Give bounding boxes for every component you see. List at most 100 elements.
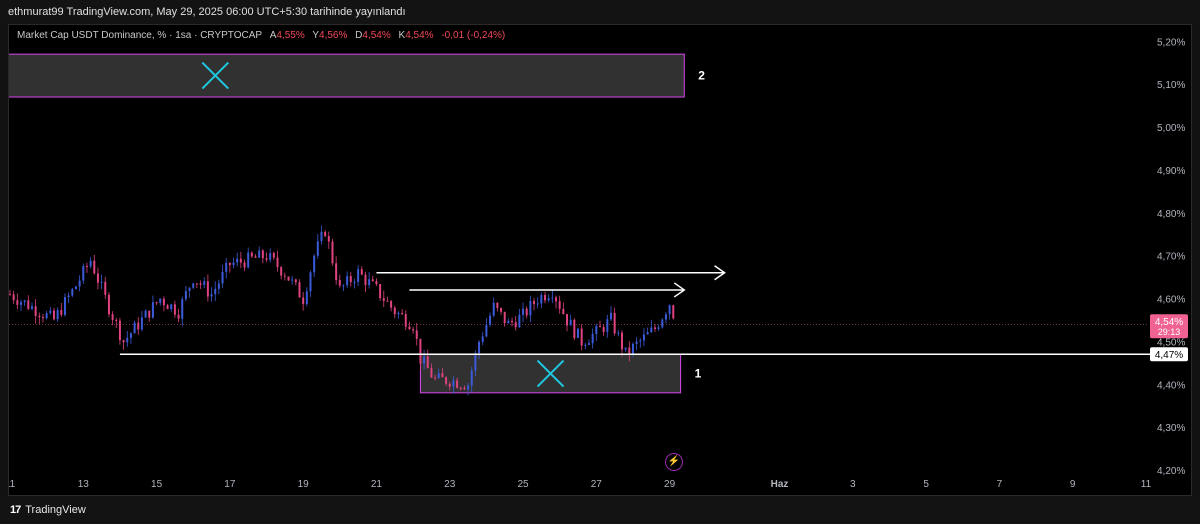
candle xyxy=(470,370,473,386)
candle xyxy=(397,312,400,315)
current-price-text: 4,54% xyxy=(1155,317,1183,328)
y-tick-label: 5,20% xyxy=(1157,37,1185,48)
candle xyxy=(327,236,330,242)
candle xyxy=(181,299,184,319)
legend-symbol: Market Cap USDT Dominance, % · 1sa · CRY… xyxy=(17,30,262,41)
arrow-head xyxy=(714,265,726,281)
candle xyxy=(349,276,352,283)
candle xyxy=(584,344,587,346)
candle xyxy=(430,368,433,378)
candle xyxy=(536,303,539,305)
candle xyxy=(415,330,418,339)
candle xyxy=(646,332,649,335)
candle xyxy=(503,311,506,324)
candle xyxy=(360,269,363,275)
candle xyxy=(507,320,510,324)
candle xyxy=(478,341,481,354)
candle xyxy=(452,380,455,387)
candle xyxy=(74,286,77,290)
candle xyxy=(71,289,74,296)
candle xyxy=(78,280,81,287)
candle xyxy=(41,317,44,319)
candle xyxy=(609,312,612,320)
candle xyxy=(12,294,15,301)
candle xyxy=(408,326,411,330)
candle xyxy=(56,310,59,320)
legend-open-label: A xyxy=(269,30,277,41)
candle xyxy=(107,294,110,315)
candle xyxy=(544,295,547,301)
candle xyxy=(639,340,642,342)
candle xyxy=(522,308,525,315)
candle xyxy=(346,276,349,286)
candle xyxy=(225,262,228,272)
candle xyxy=(335,263,338,281)
candle xyxy=(52,310,55,320)
candle xyxy=(276,257,279,268)
candle xyxy=(474,353,477,371)
candle xyxy=(467,385,470,390)
candle xyxy=(305,291,308,305)
candle xyxy=(595,326,598,334)
tradingview-logo-icon: 17 xyxy=(10,504,21,516)
candle xyxy=(529,300,532,316)
legend-close-value: 4,54% xyxy=(405,30,434,41)
y-tick-label: 4,90% xyxy=(1157,166,1185,177)
candle xyxy=(577,328,579,338)
candle xyxy=(316,241,319,256)
candle xyxy=(419,338,422,364)
x-tick-label: 7 xyxy=(997,479,1003,490)
price-chart[interactable]: 5,20% 5,10% 5,00% 4,90% 4,80% 4,70% 4,60% 4,50%… xyxy=(9,25,1191,495)
candle xyxy=(85,265,88,267)
candle xyxy=(38,315,41,318)
countdown-text: 29:13 xyxy=(1158,327,1181,337)
x-tick-label: 11 xyxy=(9,479,16,490)
candle xyxy=(34,306,37,316)
y-tick-label: 4,80% xyxy=(1157,209,1185,220)
legend-high-value: 4,56% xyxy=(319,30,348,41)
candle xyxy=(379,284,382,299)
candle xyxy=(192,283,195,288)
candle xyxy=(243,262,246,268)
y-tick-label: 4,30% xyxy=(1157,423,1185,434)
legend-close-label: K xyxy=(398,30,406,41)
candle xyxy=(320,231,323,242)
footer-bar: 17 TradingView xyxy=(0,496,1200,524)
candle xyxy=(357,269,360,282)
candle xyxy=(661,319,664,328)
candle xyxy=(63,297,66,315)
y-tick-label: 4,70% xyxy=(1157,252,1185,263)
candle xyxy=(423,356,426,364)
candle xyxy=(184,290,187,300)
candle xyxy=(261,250,264,259)
legend-low-label: D xyxy=(355,30,363,41)
candle xyxy=(27,300,30,309)
candle xyxy=(294,279,297,283)
candle xyxy=(159,298,162,303)
candle xyxy=(401,312,404,315)
candle xyxy=(126,337,129,343)
candle xyxy=(426,356,429,369)
candle xyxy=(664,314,667,320)
candle xyxy=(642,334,645,341)
brand-name: TradingView xyxy=(25,504,86,516)
candle xyxy=(598,326,601,328)
candle xyxy=(170,304,173,310)
x-tick-label: 5 xyxy=(923,479,929,490)
chart-area[interactable]: 5,20% 5,10% 5,00% 4,90% 4,80% 4,70% 4,60% 4,50%… xyxy=(8,24,1192,496)
candle xyxy=(228,262,231,266)
candle xyxy=(613,312,616,334)
candle xyxy=(580,328,583,346)
candle xyxy=(338,280,341,286)
lightning-icon[interactable]: ⚡ xyxy=(665,453,683,471)
candle xyxy=(291,279,294,281)
candle xyxy=(514,322,517,328)
legend-change: -0,01 (-0,24%) xyxy=(441,30,506,41)
candle xyxy=(566,314,569,326)
candle xyxy=(628,347,631,354)
candle xyxy=(562,308,565,315)
candle xyxy=(533,300,536,305)
candle xyxy=(569,319,572,326)
candle xyxy=(155,302,158,304)
annotation-box-2 xyxy=(9,53,685,98)
